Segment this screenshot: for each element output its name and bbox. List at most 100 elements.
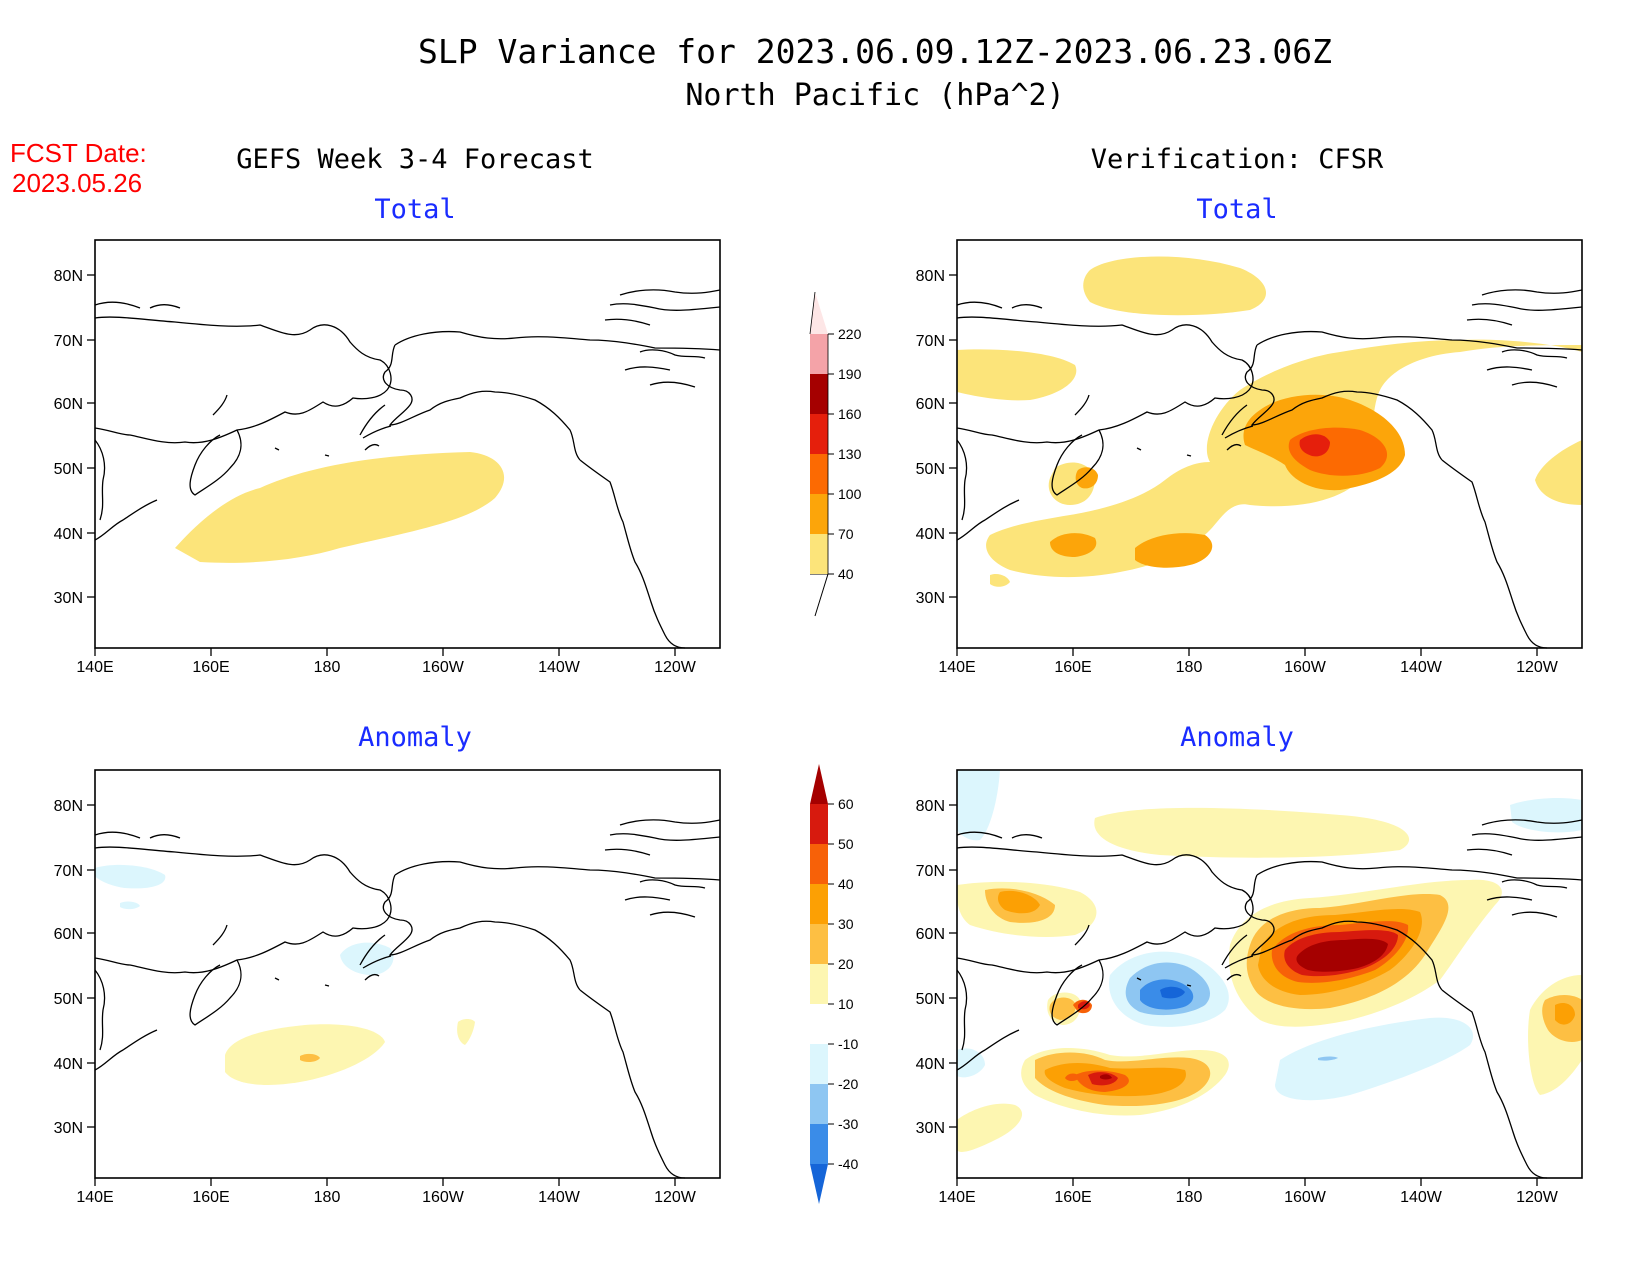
colorbar-box xyxy=(810,334,828,374)
y-tick-label: 30N xyxy=(54,1120,83,1137)
coastline-segment xyxy=(956,831,1003,839)
coastline-segment xyxy=(94,439,106,521)
y-tick-label: 40N xyxy=(916,1056,945,1073)
coastline-segment xyxy=(274,447,280,451)
coastline-segment xyxy=(1481,289,1583,296)
left-column-title: GEFS Week 3-4 Forecast xyxy=(236,144,594,175)
y-tick-label: 30N xyxy=(916,1120,945,1137)
main-subtitle: North Pacific (hPa^2) xyxy=(685,78,1064,113)
colorbar-box xyxy=(810,454,828,494)
x-tick-label: 160W xyxy=(1284,1189,1327,1206)
y-tick-label: 50N xyxy=(54,461,83,478)
contour-fill-forecast-anomaly xyxy=(95,864,475,1085)
x-tick-label: 160E xyxy=(192,1189,229,1206)
coastline-segment xyxy=(1501,349,1568,359)
coastline-segment xyxy=(189,429,242,496)
contour-fill-verification-total xyxy=(957,256,1582,587)
colorbar-label: -10 xyxy=(838,1036,858,1052)
x-tick-label: 120W xyxy=(1516,1189,1559,1206)
coastline-segment xyxy=(956,969,968,1051)
coastline-segment xyxy=(94,1029,158,1071)
coastline-segment xyxy=(394,330,721,351)
coastline-segment xyxy=(1051,429,1104,496)
colorbar-box xyxy=(810,414,828,454)
coastline-segment xyxy=(1511,911,1558,918)
coastline-segment xyxy=(639,879,706,889)
coastline-segment xyxy=(1481,819,1583,826)
fcst-date-label: FCST Date: xyxy=(10,138,147,168)
colorbar-label: 30 xyxy=(838,916,854,932)
map-frame xyxy=(94,769,721,1179)
y-tick-label: 40N xyxy=(916,526,945,543)
colorbar-end-upper xyxy=(810,292,828,334)
map-frame xyxy=(956,769,1583,1179)
colorbar-label: 60 xyxy=(838,796,854,812)
coastline-segment xyxy=(1136,977,1142,981)
coastline-segment xyxy=(579,459,686,649)
x-tick-label: 140W xyxy=(538,1189,581,1206)
colorbar-label: 40 xyxy=(838,566,854,582)
colorbar-box xyxy=(810,964,828,1004)
coastline-segment xyxy=(1441,459,1548,649)
y-tick-label: 80N xyxy=(54,268,83,285)
coastline-segment xyxy=(649,381,696,388)
x-axis: 140E 160E 180 160W 140W 120W xyxy=(938,1178,1559,1206)
coastline-segment xyxy=(364,443,380,451)
coastline-segment xyxy=(1221,934,1248,966)
x-axis: 140E 160E 180 160W 140W 120W xyxy=(76,1178,697,1206)
y-tick-label: 80N xyxy=(54,798,83,815)
x-tick-label: 160W xyxy=(422,659,465,676)
colorbar-label: 130 xyxy=(838,446,862,462)
colorbar-label: 100 xyxy=(838,486,862,502)
panel-title-total-right: Total xyxy=(1196,194,1277,225)
panel-title-anomaly-right: Anomaly xyxy=(1180,722,1294,753)
x-tick-label: 180 xyxy=(1176,1189,1203,1206)
x-tick-label: 160E xyxy=(1054,659,1091,676)
coastline-segment xyxy=(956,846,1254,974)
coastline-segment xyxy=(956,316,1254,444)
coastline-segment xyxy=(1256,860,1583,881)
panel-title-total-left: Total xyxy=(374,194,455,225)
coastline-segment xyxy=(1186,984,1192,987)
coastline-segment xyxy=(1074,394,1090,416)
y-tick-label: 30N xyxy=(916,590,945,607)
y-tick-label: 60N xyxy=(916,396,945,413)
coastline xyxy=(94,819,721,1179)
colorbar-box xyxy=(810,1044,828,1084)
y-tick-label: 70N xyxy=(54,863,83,880)
coastline-segment xyxy=(212,924,228,946)
y-tick-label: 40N xyxy=(54,526,83,543)
y-tick-label: 80N xyxy=(916,798,945,815)
right-column-title: Verification: CFSR xyxy=(1091,144,1384,175)
coastline-segment xyxy=(1224,955,1254,969)
colorbar-total: 40 70 100 130 160 190 220 xyxy=(809,291,862,617)
coastline-segment xyxy=(1486,366,1533,371)
x-tick-label: 120W xyxy=(654,659,697,676)
colorbar-label: 70 xyxy=(838,526,854,542)
y-axis: 80N 70N 60N 50N 40N 30N xyxy=(54,798,95,1137)
colorbar-box xyxy=(810,1084,828,1124)
coastline-segment xyxy=(609,833,721,841)
coastline-segment xyxy=(1226,443,1242,451)
coastline-segment xyxy=(274,977,280,981)
coastline-segment xyxy=(1244,344,1443,461)
coastline-segment xyxy=(394,860,721,881)
colorbar-label: 220 xyxy=(838,326,862,342)
x-tick-label: 160W xyxy=(422,1189,465,1206)
coastline-segment xyxy=(619,819,721,826)
coastline-segment xyxy=(1051,959,1104,1026)
coastline-segment xyxy=(382,874,581,991)
y-tick-label: 60N xyxy=(916,926,945,943)
y-tick-label: 70N xyxy=(916,863,945,880)
coastline-segment xyxy=(149,833,181,839)
coastline-segment xyxy=(624,896,671,901)
y-tick-label: 50N xyxy=(916,991,945,1008)
coastline-segment xyxy=(212,394,228,416)
colorbar-box xyxy=(810,374,828,414)
coastline-segment xyxy=(619,289,721,296)
x-tick-label: 140E xyxy=(938,1189,975,1206)
y-tick-label: 50N xyxy=(54,991,83,1008)
coastline-segment xyxy=(609,303,721,311)
coastline-segment xyxy=(1224,425,1254,439)
